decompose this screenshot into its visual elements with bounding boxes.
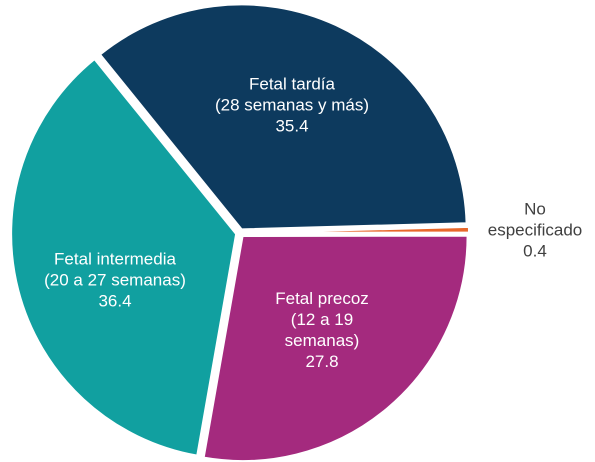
- pie-slice: [243, 225, 471, 234]
- pie-slice: [10, 57, 238, 457]
- pie-slice: [202, 234, 469, 462]
- category-label: Fetal precoz (12 a 19 semanas): [275, 289, 369, 350]
- slice-label: No especificado 0.4: [488, 199, 583, 262]
- value-label: 35.4: [275, 116, 309, 136]
- slice-label: Fetal precoz (12 a 19 semanas) 27.8: [275, 288, 369, 372]
- slice-label: Fetal tardía (28 semanas y más) 35.4: [215, 74, 369, 137]
- category-label: Fetal tardía (28 semanas y más): [215, 74, 369, 115]
- value-label: 0.4: [523, 241, 547, 261]
- value-label: 36.4: [98, 291, 132, 311]
- value-label: 27.8: [305, 352, 339, 371]
- slice-label: Fetal intermedia (20 a 27 semanas) 36.4: [44, 249, 186, 312]
- pie-slice: [98, 3, 468, 231]
- category-label: No especificado: [487, 199, 583, 240]
- category-label: Fetal intermedia (20 a 27 semanas): [44, 249, 186, 290]
